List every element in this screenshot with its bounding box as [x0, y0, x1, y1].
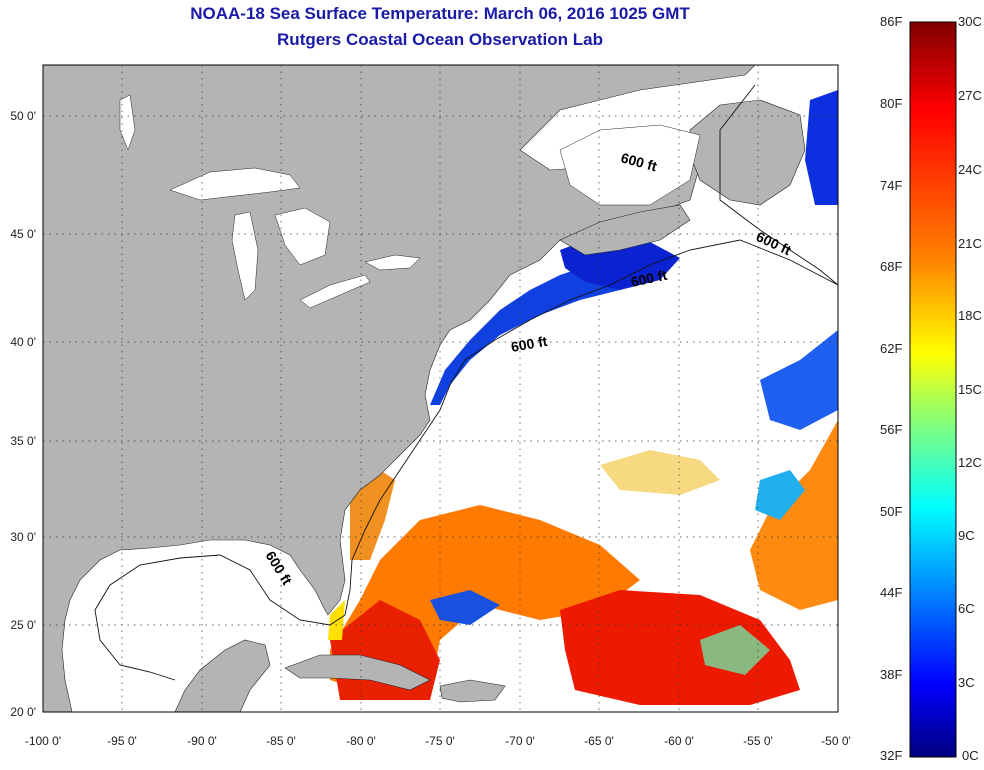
land-yucatan [174, 639, 271, 712]
lake-winnipeg [119, 94, 136, 151]
colorbar-c-label: 12C [958, 455, 982, 470]
land-newfoundland [689, 99, 806, 206]
sst-cold-east [760, 330, 838, 430]
lon-tick-label: -50 0' [821, 734, 851, 748]
contour-600ft [94, 84, 838, 681]
lon-tick-label: -90 0' [187, 734, 217, 748]
colorbar-f-label: 50F [880, 504, 903, 519]
lat-tick-label: 25 0' [10, 618, 36, 632]
colorbar-f-label: 56F [880, 422, 903, 437]
colorbar-c-label: 30C [958, 14, 982, 29]
colorbar-f-label: 32F [880, 748, 903, 763]
map-frame [42, 64, 839, 713]
colorbar-c-label: 9C [958, 528, 975, 543]
lake-ontario [364, 254, 421, 271]
lon-tick-label: -95 0' [107, 734, 137, 748]
lat-tick-label: 40 0' [10, 335, 36, 349]
colorbar-f-label: 74F [880, 178, 903, 193]
lake-erie [299, 274, 371, 309]
lake-superior [169, 167, 301, 201]
lon-axis: -100 0' -95 0' -90 0' -85 0' -80 0' -75 … [25, 734, 851, 748]
lon-tick-label: -100 0' [25, 734, 61, 748]
sst-green-patches [600, 450, 720, 495]
sst-blue-bahamas [430, 590, 500, 625]
sst-cold-newfoundland [805, 90, 838, 205]
colorbar-c-label: 24C [958, 162, 982, 177]
lake-huron [274, 207, 331, 266]
colorbar-f-label: 80F [880, 96, 903, 111]
lat-tick-label: 50 0' [10, 109, 36, 123]
lon-tick-label: -75 0' [425, 734, 455, 748]
contour-label: 600 ft [510, 333, 549, 355]
lon-tick-label: -70 0' [505, 734, 535, 748]
colorbar-c-label: 15C [958, 382, 982, 397]
colorbar-c-label: 21C [958, 236, 982, 251]
colorbar [909, 21, 957, 758]
contour-label: 600 ft [629, 267, 668, 290]
lat-tick-label: 30 0' [10, 530, 36, 544]
lat-tick-label: 45 0' [10, 227, 36, 241]
map-subtitle: Rutgers Coastal Ocean Observation Lab [277, 30, 603, 49]
sst-warm-florida-strait [328, 600, 345, 640]
lat-tick-label: 20 0' [10, 705, 36, 719]
sst-cyan-east [755, 470, 805, 520]
sst-cold-midatlantic [430, 262, 640, 405]
lat-axis: 20 0' 25 0' 30 0' 35 0' 40 0' 45 0' 50 0… [10, 109, 36, 719]
colorbar-f-label: 62F [880, 341, 903, 356]
land-cuba [284, 654, 431, 691]
colorbar-c-label: 27C [958, 88, 982, 103]
lon-tick-label: -65 0' [584, 734, 614, 748]
lon-tick-label: -60 0' [664, 734, 694, 748]
colorbar-c-label: 6C [958, 601, 975, 616]
lat-tick-label: 35 0' [10, 434, 36, 448]
gulf-st-lawrence [559, 124, 701, 206]
colorbar-c-label: 3C [958, 675, 975, 690]
map-title: NOAA-18 Sea Surface Temperature: March 0… [190, 4, 690, 23]
lon-tick-label: -55 0' [743, 734, 773, 748]
lon-tick-label: -80 0' [346, 734, 376, 748]
sst-warm-east [750, 420, 838, 610]
land-hispaniola [439, 679, 506, 703]
colorbar-f-label: 44F [880, 585, 903, 600]
sst-green-patches-2 [700, 625, 770, 675]
land-nova-scotia [559, 204, 691, 256]
colorbar-f-label: 86F [880, 14, 903, 29]
sst-warm-south [560, 590, 800, 705]
colorbar-c-label: 0C [962, 748, 979, 763]
colorbar-c-label: 18C [958, 308, 982, 323]
colorbar-f-label: 38F [880, 667, 903, 682]
colorbar-f-label: 68F [880, 259, 903, 274]
lon-tick-label: -85 0' [266, 734, 296, 748]
